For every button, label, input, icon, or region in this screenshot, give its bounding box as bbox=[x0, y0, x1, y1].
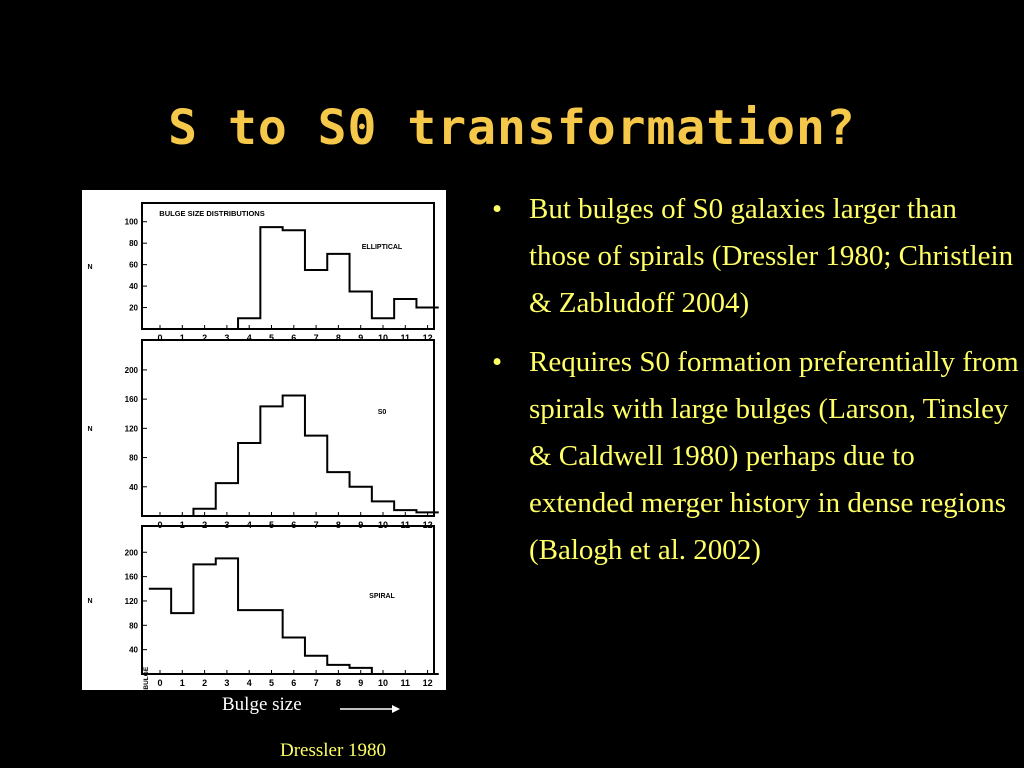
x-tick-label: 7 bbox=[314, 333, 319, 343]
x-tick-label: 4 bbox=[247, 678, 252, 688]
y-tick-label: 60 bbox=[129, 261, 138, 270]
x-tick-label: 1 bbox=[180, 678, 185, 688]
bullet-item: But bulges of S0 galaxies larger than th… bbox=[492, 186, 1020, 327]
bullet-list: But bulges of S0 galaxies larger than th… bbox=[492, 186, 1020, 586]
right-arrow-icon bbox=[340, 705, 400, 713]
histogram-series bbox=[148, 394, 439, 517]
x-tick-label: 12 bbox=[423, 678, 433, 688]
x-tick-label: 6 bbox=[291, 678, 296, 688]
x-tick-label: 11 bbox=[401, 333, 411, 343]
x-tick-label: 3 bbox=[224, 678, 229, 688]
y-axis-label: N bbox=[87, 426, 92, 433]
bulge-size-histogram-figure: BULGE SIZE DISTRIBUTIONS 20 40 60 80 100 N ELLI… bbox=[82, 190, 446, 690]
panel-label: S0 bbox=[378, 409, 387, 416]
y-tick-label: 40 bbox=[129, 282, 138, 291]
slide-title: S to S0 transformation? bbox=[168, 100, 856, 156]
x-tick-label: 0 bbox=[157, 678, 162, 688]
no-bulge-label: NO BULGE bbox=[143, 666, 150, 690]
figure-credit: Dressler 1980 bbox=[280, 740, 387, 761]
y-axis-label: N bbox=[87, 264, 92, 271]
panel-frame bbox=[141, 202, 435, 330]
panel-label: SPIRAL bbox=[369, 593, 395, 600]
y-tick-label: 100 bbox=[125, 218, 139, 227]
y-tick-label: 40 bbox=[129, 483, 138, 492]
y-tick-label: 20 bbox=[129, 304, 138, 313]
x-tick-label: 4 bbox=[247, 333, 252, 343]
bullet-item: Requires S0 formation preferentially fro… bbox=[492, 339, 1020, 574]
x-tick-label: 7 bbox=[314, 678, 319, 688]
y-tick-label: 120 bbox=[125, 424, 139, 433]
panel-frame bbox=[141, 525, 435, 675]
x-tick-label: 3 bbox=[224, 333, 229, 343]
x-tick-label: 5 bbox=[269, 678, 274, 688]
x-tick-label: 6 bbox=[291, 333, 296, 343]
histogram-series bbox=[148, 557, 439, 675]
x-tick-label: 5 bbox=[269, 333, 274, 343]
x-tick-label: 9 bbox=[358, 678, 363, 688]
y-tick-label: 40 bbox=[129, 646, 138, 655]
y-tick-label: 200 bbox=[125, 366, 139, 375]
y-tick-label: 120 bbox=[125, 597, 139, 606]
figure-x-label: Bulge size bbox=[222, 694, 302, 715]
y-axis-label: N bbox=[87, 598, 92, 605]
x-tick-label: 2 bbox=[202, 678, 207, 688]
y-tick-label: 200 bbox=[125, 548, 139, 557]
panel-label: ELLIPTICAL bbox=[362, 244, 403, 251]
x-tick-label: 8 bbox=[336, 678, 341, 688]
x-tick-label: 12 bbox=[423, 333, 433, 343]
x-tick-label: 8 bbox=[336, 333, 341, 343]
y-tick-label: 80 bbox=[129, 239, 138, 248]
y-tick-label: 80 bbox=[129, 454, 138, 463]
x-tick-label: 2 bbox=[202, 333, 207, 343]
y-tick-label: 80 bbox=[129, 621, 138, 630]
x-tick-label: 0 bbox=[157, 333, 162, 343]
histogram-svg: BULGE SIZE DISTRIBUTIONS20406080100NELLI… bbox=[87, 202, 439, 690]
x-tick-label: 10 bbox=[378, 333, 388, 343]
y-tick-label: 160 bbox=[125, 395, 139, 404]
x-tick-label: 9 bbox=[358, 333, 363, 343]
histogram-series bbox=[148, 226, 439, 330]
panel-frame bbox=[141, 339, 435, 517]
x-tick-label: 1 bbox=[180, 333, 185, 343]
y-tick-label: 160 bbox=[125, 573, 139, 582]
x-tick-label: 11 bbox=[401, 678, 411, 688]
x-tick-label: 10 bbox=[378, 678, 388, 688]
chart-title: BULGE SIZE DISTRIBUTIONS bbox=[159, 209, 264, 218]
